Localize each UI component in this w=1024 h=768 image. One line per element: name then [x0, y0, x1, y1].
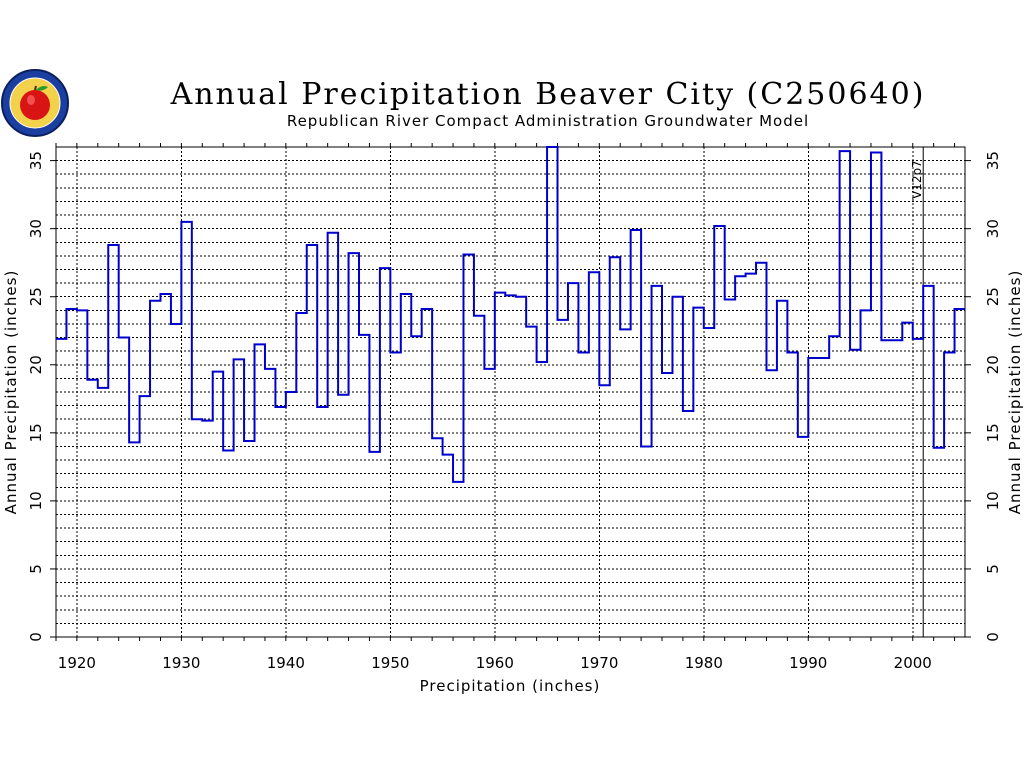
y-tick-label-right: 25: [984, 287, 1002, 306]
y-tick-label-left: 15: [27, 423, 45, 442]
y-axis-label-left: Annual Precipitation (inches): [2, 270, 20, 515]
y-tick-labels-right: 0 5 10 15 20 25 30 35: [984, 151, 1002, 642]
x-tick-label: 1960: [476, 654, 514, 672]
y-tick-labels-left: 0 5 10 15 20 25 30 35: [27, 151, 45, 642]
x-tick-label: 1920: [58, 654, 96, 672]
x-tick-labels: 1920 1930 1940 1950 1960 1970 1980 1990 2000: [58, 654, 932, 672]
version-marker-label: V12p7: [910, 160, 924, 199]
x-tick-label: 1970: [580, 654, 618, 672]
y-tick-label-left: 35: [27, 151, 45, 170]
y-tick-label-left: 25: [27, 287, 45, 306]
y-tick-label-right: 35: [984, 151, 1002, 170]
y-tick-label-left: 5: [27, 564, 45, 574]
y-tick-label-left: 10: [27, 491, 45, 510]
y-tick-label-left: 0: [27, 632, 45, 642]
y-axis-label-right: Annual Precipitation (inches): [1006, 270, 1024, 515]
chart-subtitle: Republican River Compact Administration …: [287, 112, 809, 130]
x-tick-label: 1980: [685, 654, 723, 672]
y-tick-label-right: 0: [984, 632, 1002, 642]
rrca-logo: [1, 69, 69, 137]
y-tick-label-left: 30: [27, 219, 45, 238]
x-tick-label: 1940: [267, 654, 305, 672]
grid-lines: [50, 143, 971, 641]
y-tick-label-right: 5: [984, 564, 1002, 574]
y-tick-label-right: 20: [984, 355, 1002, 374]
x-tick-label: 1930: [162, 654, 200, 672]
x-tick-label: 1990: [789, 654, 827, 672]
x-axis-label: Precipitation (inches): [420, 677, 601, 695]
x-tick-label: 2000: [894, 654, 932, 672]
y-tick-label-right: 15: [984, 423, 1002, 442]
precipitation-step-line: [56, 146, 965, 483]
y-tick-label-right: 10: [984, 491, 1002, 510]
y-tick-label-right: 30: [984, 219, 1002, 238]
precipitation-series: [56, 146, 965, 483]
chart-title: Annual Precipitation Beaver City (C25064…: [170, 77, 926, 112]
x-tick-label: 1950: [371, 654, 409, 672]
version-annotation: V12p7: [910, 147, 924, 637]
plot-frame: [55, 146, 966, 638]
y-tick-label-left: 20: [27, 355, 45, 374]
